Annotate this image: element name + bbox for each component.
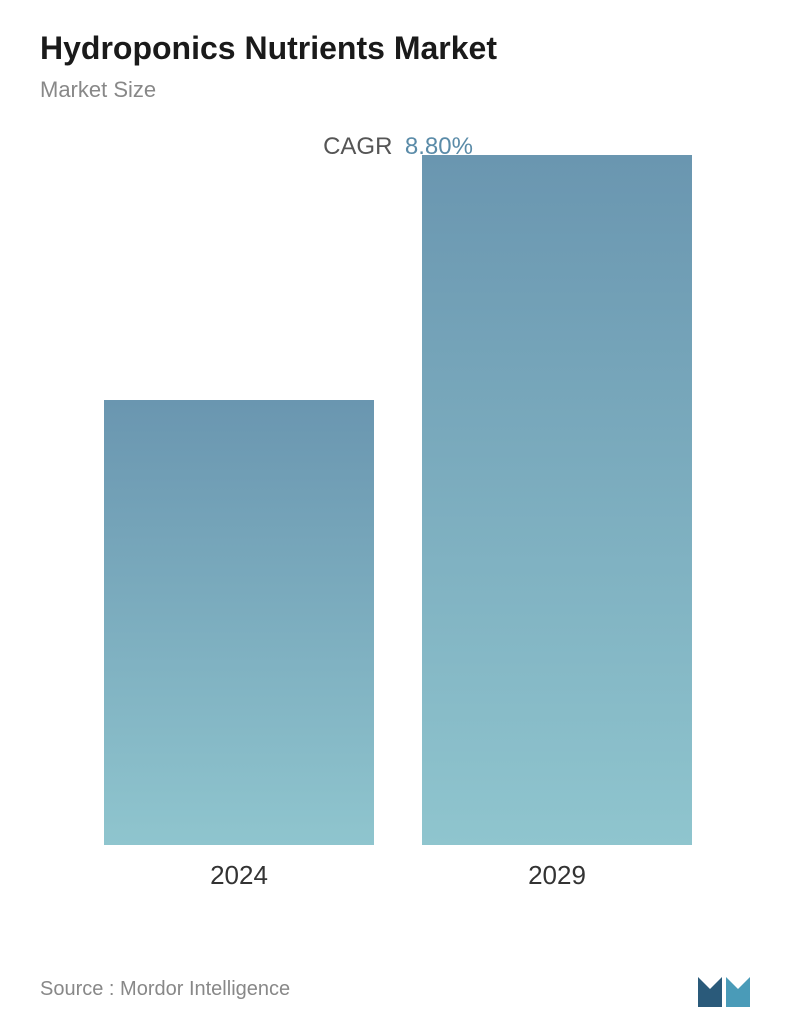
bar-label-0: 2024 — [210, 860, 268, 891]
cagr-label: CAGR — [323, 133, 392, 160]
chart-area: 2024 2029 — [40, 191, 756, 891]
bar-1 — [422, 155, 692, 845]
chart-title: Hydroponics Nutrients Market — [40, 30, 756, 67]
footer: Source : Mordor Intelligence — [40, 969, 756, 1009]
bar-group-1: 2029 — [422, 155, 692, 891]
bar-0 — [104, 400, 374, 845]
bar-group-0: 2024 — [104, 400, 374, 891]
bar-label-1: 2029 — [528, 860, 586, 891]
chart-subtitle: Market Size — [40, 77, 756, 103]
logo-icon — [696, 969, 756, 1009]
source-text: Source : Mordor Intelligence — [40, 978, 290, 1001]
